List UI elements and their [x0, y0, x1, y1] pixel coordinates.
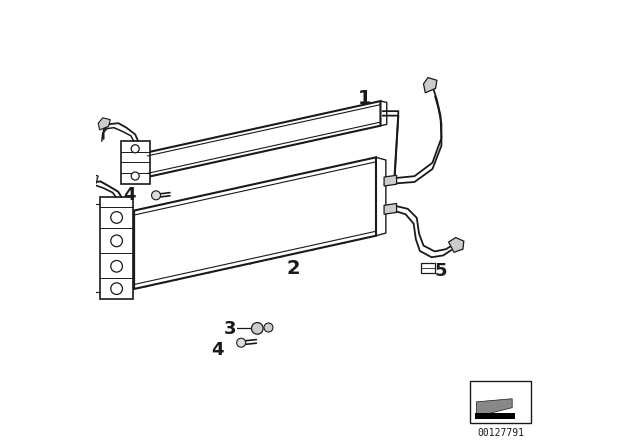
- Circle shape: [111, 235, 122, 247]
- Circle shape: [152, 191, 161, 200]
- Circle shape: [111, 283, 122, 294]
- Polygon shape: [384, 203, 397, 214]
- Circle shape: [131, 172, 140, 180]
- Polygon shape: [148, 101, 380, 177]
- Bar: [470, 381, 531, 423]
- Text: 3: 3: [224, 320, 237, 338]
- Circle shape: [264, 323, 273, 332]
- Text: 5: 5: [435, 262, 447, 280]
- Polygon shape: [384, 175, 397, 186]
- Polygon shape: [82, 172, 99, 189]
- Text: 00127791: 00127791: [477, 428, 524, 438]
- Text: 4: 4: [124, 186, 136, 204]
- Polygon shape: [476, 399, 512, 417]
- Circle shape: [131, 145, 140, 153]
- Polygon shape: [100, 197, 132, 299]
- Polygon shape: [121, 141, 150, 184]
- Text: 1: 1: [358, 89, 372, 108]
- Text: 2: 2: [286, 259, 300, 278]
- Circle shape: [111, 211, 122, 223]
- Bar: [475, 413, 515, 419]
- Circle shape: [237, 338, 246, 347]
- Text: 4: 4: [211, 341, 223, 359]
- Circle shape: [252, 323, 263, 334]
- Polygon shape: [424, 78, 437, 93]
- Polygon shape: [99, 118, 110, 130]
- Circle shape: [111, 260, 122, 272]
- Bar: [421, 263, 435, 273]
- Polygon shape: [449, 237, 464, 252]
- Polygon shape: [134, 157, 376, 289]
